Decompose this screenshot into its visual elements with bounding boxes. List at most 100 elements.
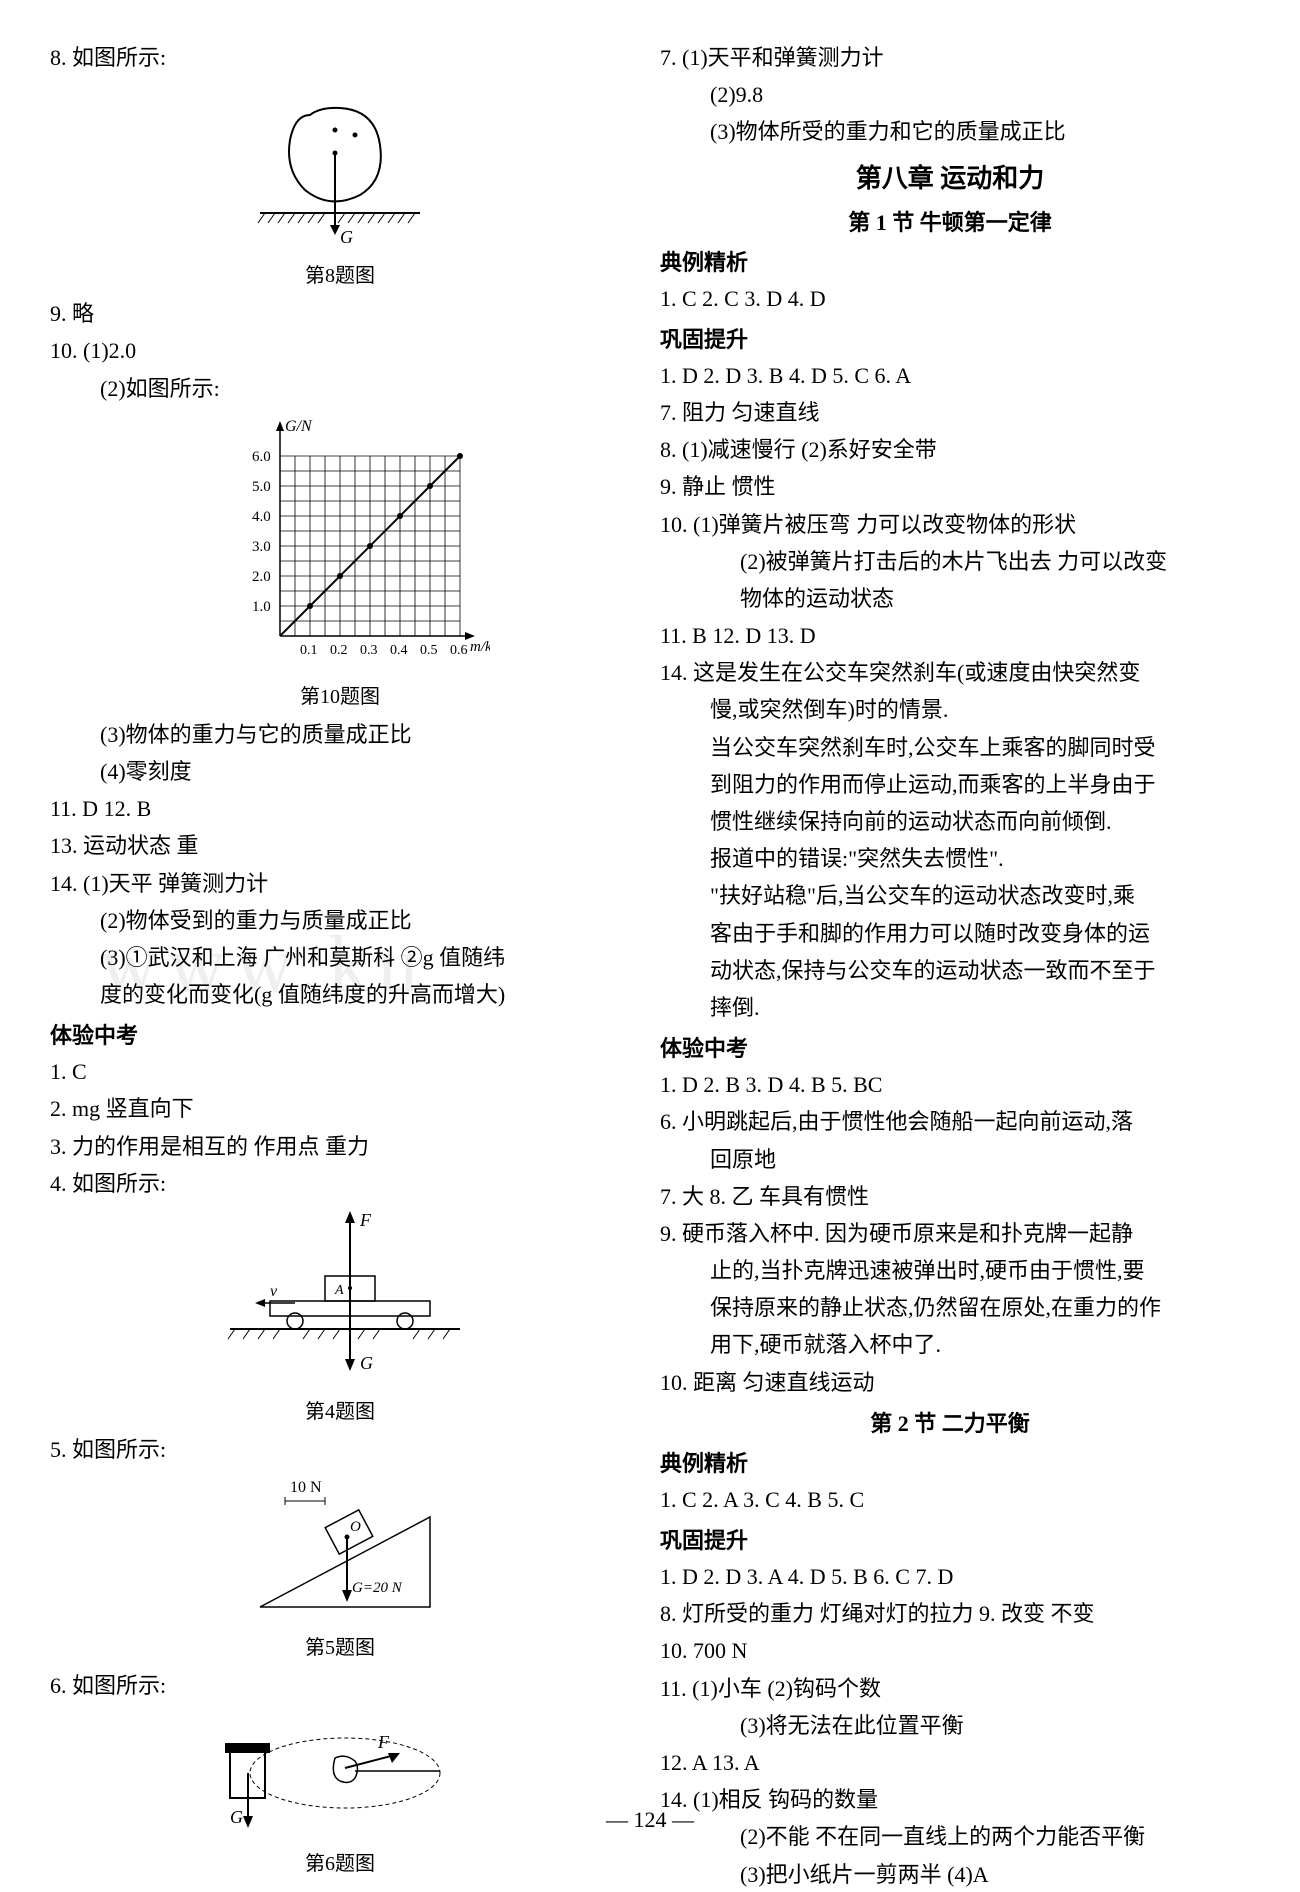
chapter-title: 第八章 运动和力 <box>660 158 1240 195</box>
fig10-x4: 0.4 <box>390 643 408 658</box>
r-g-10a: 10. (1)弹簧片被压弯 力可以改变物体的形状 <box>660 507 1240 542</box>
fig10-y4: 4.0 <box>252 509 271 525</box>
fig10-y-label: G/N <box>285 418 313 435</box>
left-line-11: 11. D 12. B <box>50 791 630 826</box>
r-g-1: 1. D 2. D 3. B 4. D 5. C 6. A <box>660 358 1240 393</box>
fig6-g: G <box>230 1807 243 1827</box>
r-g2-12: 12. A 13. A <box>660 1745 1240 1780</box>
fig10-y5: 5.0 <box>252 479 271 495</box>
left-line-10a: 10. (1)2.0 <box>50 333 630 368</box>
r-g-9: 9. 静止 惯性 <box>660 469 1240 504</box>
r-t-6a: 6. 小明跳起后,由于惯性他会随船一起向前运动,落 <box>660 1104 1240 1139</box>
r-g2-1: 1. D 2. D 3. A 4. D 5. B 6. C 7. D <box>660 1559 1240 1594</box>
fig10-x1: 0.1 <box>300 643 318 658</box>
r-g-14c: 当公交车突然刹车时,公交车上乘客的脚同时受 <box>660 730 1240 765</box>
r-g-14e: 惯性继续保持向前的运动状态而向前倾倒. <box>660 804 1240 839</box>
r-tiyan: 体验中考 <box>660 1031 1240 1063</box>
left-line-13: 13. 运动状态 重 <box>50 828 630 863</box>
r-t-6b: 回原地 <box>660 1142 1240 1177</box>
fig4-svg: F A v <box>210 1211 470 1391</box>
fig10-x-label: m/kg <box>470 639 490 655</box>
fig5-caption: 第5题图 <box>50 1631 630 1660</box>
fig10-x5: 0.5 <box>420 643 438 658</box>
r-t-9a: 9. 硬币落入杯中. 因为硬币原来是和扑克牌一起静 <box>660 1216 1240 1251</box>
left-line-14c: (3)①武汉和上海 广州和莫斯科 ②g 值随纬 <box>50 940 630 975</box>
r-g-14b: 慢,或突然倒车)时的情景. <box>660 692 1240 727</box>
r-g-11: 11. B 12. D 13. D <box>660 618 1240 653</box>
fig6-f: F <box>377 1732 390 1752</box>
left-line-10b: (2)如图所示: <box>50 371 630 406</box>
page-container: 8. 如图所示: <box>50 40 1250 1813</box>
r-g2-14a: 14. (1)相反 钩码的数量 <box>660 1782 1240 1817</box>
section1-title: 第 1 节 牛顿第一定律 <box>660 205 1240 237</box>
r-gonggu2: 巩固提升 <box>660 1523 1240 1555</box>
fig10-caption: 第10题图 <box>50 680 630 709</box>
r-dianlijingxi-line: 1. C 2. C 3. D 4. D <box>660 281 1240 316</box>
r-g2-10: 10. 700 N <box>660 1633 1240 1668</box>
fig4-caption: 第4题图 <box>50 1395 630 1424</box>
r-t-9d: 用下,硬币就落入杯中了. <box>660 1327 1240 1362</box>
fig5-o: O <box>350 1519 361 1535</box>
fig10-y3: 3.0 <box>252 539 271 555</box>
left-line-14a: 14. (1)天平 弹簧测力计 <box>50 866 630 901</box>
r-t-1: 1. D 2. B 3. D 4. B 5. BC <box>660 1067 1240 1102</box>
r-g-14g: "扶好站稳"后,当公交车的运动状态改变时,乘 <box>660 878 1240 913</box>
fig10-x3: 0.3 <box>360 643 378 658</box>
left-tiyan-1: 1. C <box>50 1054 630 1089</box>
r-t-7: 7. 大 8. 乙 车具有惯性 <box>660 1179 1240 1214</box>
left-line-14d: 度的变化而变化(g 值随纬度的升高而增大) <box>50 977 630 1012</box>
left-tiyan-6: 6. 如图所示: <box>50 1668 630 1703</box>
r-g2-11a: 11. (1)小车 (2)钩码个数 <box>660 1671 1240 1706</box>
fig8-caption: 第8题图 <box>50 259 630 288</box>
r-top-7c: (3)物体所受的重力和它的质量成正比 <box>660 114 1240 149</box>
fig4-g: G <box>360 1353 373 1373</box>
fig10-container: G/N <box>50 416 630 709</box>
fig4-container: F A v <box>50 1211 630 1424</box>
fig5-g: G=20 N <box>352 1580 403 1596</box>
fig6-caption: 第6题图 <box>50 1847 630 1876</box>
r-g-10b: (2)被弹簧片打击后的木片飞出去 力可以改变 <box>660 544 1240 579</box>
left-line-14b: (2)物体受到的重力与质量成正比 <box>50 903 630 938</box>
r-g-14d: 到阻力的作用而停止运动,而乘客的上半身由于 <box>660 767 1240 802</box>
section2-title: 第 2 节 二力平衡 <box>660 1406 1240 1438</box>
r-g-14f: 报道中的错误:"突然失去惯性". <box>660 841 1240 876</box>
r-dianlijingxi: 典例精析 <box>660 245 1240 277</box>
r-g-8: 8. (1)减速慢行 (2)系好安全带 <box>660 432 1240 467</box>
fig4-v: v <box>270 1283 278 1300</box>
r-top-7a: 7. (1)天平和弹簧测力计 <box>660 40 1240 75</box>
left-column: 8. 如图所示: <box>50 40 630 1813</box>
fig10-y6: 6.0 <box>252 449 271 465</box>
fig4-a: A <box>334 1283 344 1298</box>
r-t-9b: 止的,当扑克牌迅速被弹出时,硬币由于惯性,要 <box>660 1253 1240 1288</box>
r-g2-14c: (3)把小纸片一剪两半 (4)A <box>660 1857 1240 1892</box>
r-g2-8: 8. 灯所受的重力 灯绳对灯的拉力 9. 改变 不变 <box>660 1596 1240 1631</box>
left-line-9: 9. 略 <box>50 296 630 331</box>
right-column: 7. (1)天平和弹簧测力计 (2)9.8 (3)物体所受的重力和它的质量成正比… <box>660 40 1240 1813</box>
left-tiyan-3: 3. 力的作用是相互的 作用点 重力 <box>50 1129 630 1164</box>
r-t-9c: 保持原来的静止状态,仍然留在原处,在重力的作 <box>660 1290 1240 1325</box>
r-top-7b: (2)9.8 <box>660 77 1240 112</box>
fig10-x6: 0.6 <box>450 643 468 658</box>
r-g-10c: 物体的运动状态 <box>660 581 1240 616</box>
fig10-y2: 2.0 <box>252 569 271 585</box>
left-tiyan-2: 2. mg 竖直向下 <box>50 1091 630 1126</box>
fig5-svg: 10 N O G=20 N <box>220 1477 460 1627</box>
r-g2-11b: (3)将无法在此位置平衡 <box>660 1708 1240 1743</box>
r-g-14h: 客由于手和脚的作用力可以随时改变身体的运 <box>660 916 1240 951</box>
fig8-svg: G <box>240 85 440 255</box>
fig8-container: G 第8题图 <box>50 85 630 288</box>
r-g-14j: 摔倒. <box>660 990 1240 1025</box>
left-line-10c: (3)物体的重力与它的质量成正比 <box>50 717 630 752</box>
r-t-10: 10. 距离 匀速直线运动 <box>660 1365 1240 1400</box>
fig10-y1: 1.0 <box>252 599 271 615</box>
fig10-x2: 0.2 <box>330 643 348 658</box>
r-gonggu: 巩固提升 <box>660 322 1240 354</box>
r-g-7: 7. 阻力 匀速直线 <box>660 395 1240 430</box>
left-line-10d: (4)零刻度 <box>50 754 630 789</box>
left-tiyan-4: 4. 如图所示: <box>50 1166 630 1201</box>
r-g2-14b: (2)不能 不在同一直线上的两个力能否平衡 <box>660 1819 1240 1854</box>
left-line-8: 8. 如图所示: <box>50 40 630 75</box>
fig4-f: F <box>359 1211 372 1230</box>
fig5-container: 10 N O G=20 N 第5题图 <box>50 1477 630 1660</box>
fig10-svg: G/N <box>190 416 490 676</box>
